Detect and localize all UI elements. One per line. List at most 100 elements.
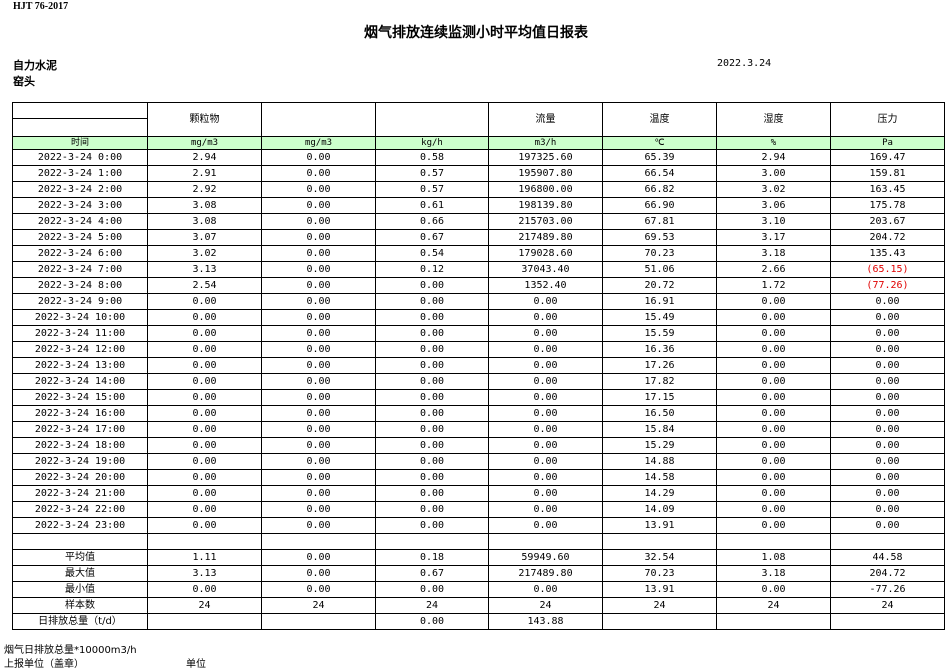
value-cell: 17.82 [602, 373, 717, 390]
value-cell: 0.00 [261, 341, 376, 358]
company-name: 自力水泥 [13, 59, 57, 72]
time-cell: 2022-3-24 10:00 [12, 309, 148, 326]
table-row: 2022-3-24 4:00 3.08 0.00 0.66 215703.00 67.81… [12, 213, 945, 230]
value-cell: 0.00 [830, 517, 945, 534]
value-cell: 1.72 [716, 277, 831, 294]
value-cell: 66.54 [602, 165, 717, 182]
stat-value-cell [147, 613, 262, 630]
time-cell: 2022-3-24 23:00 [12, 517, 148, 534]
value-cell: 0.66 [375, 213, 489, 230]
value-cell: 0.00 [261, 245, 376, 262]
value-cell: 0.00 [830, 421, 945, 438]
value-cell: 0.00 [488, 485, 603, 502]
header-row: 颗粒物 流量 温度 湿度 压力 [12, 102, 945, 137]
value-cell: 0.00 [830, 437, 945, 454]
value-cell: 0.61 [375, 197, 489, 214]
value-cell: 3.13 [147, 261, 262, 278]
value-cell: 0.57 [375, 165, 489, 182]
empty-cell [602, 533, 717, 550]
value-cell: 0.00 [830, 325, 945, 342]
value-cell: 14.29 [602, 485, 717, 502]
value-cell: 3.02 [716, 181, 831, 198]
stat-label-cell: 样本数 [12, 597, 148, 614]
value-cell: 0.00 [488, 437, 603, 454]
stat-value-cell: 204.72 [830, 565, 945, 582]
stat-value-cell: 24 [602, 597, 717, 614]
value-cell: 0.00 [261, 277, 376, 294]
value-cell: 0.00 [716, 517, 831, 534]
spacer-row [12, 533, 945, 550]
time-cell: 2022-3-24 4:00 [12, 213, 148, 230]
value-cell: 15.59 [602, 325, 717, 342]
empty-cell [375, 533, 489, 550]
value-cell: 0.00 [375, 293, 489, 310]
value-cell: 3.00 [716, 165, 831, 182]
header-cell [261, 102, 376, 137]
value-cell: 0.54 [375, 245, 489, 262]
value-cell: 0.00 [375, 437, 489, 454]
value-cell: 37043.40 [488, 261, 603, 278]
header-cell: 压力 [830, 102, 945, 137]
table-row: 2022-3-24 12:00 0.00 0.00 0.00 0.00 16.36 0.00… [12, 341, 945, 358]
corner-divider [13, 118, 147, 119]
stat-value-cell: 0.00 [716, 581, 831, 598]
page-title: 烟气排放连续监测小时平均值日报表 [364, 25, 588, 41]
value-cell: 0.00 [716, 405, 831, 422]
value-cell: 0.00 [830, 453, 945, 470]
header-cell: 湿度 [716, 102, 831, 137]
time-cell: 2022-3-24 16:00 [12, 405, 148, 422]
value-cell: 0.57 [375, 181, 489, 198]
time-cell: 2022-3-24 22:00 [12, 501, 148, 518]
table-row: 2022-3-24 9:00 0.00 0.00 0.00 0.00 16.91 0.00 0… [12, 293, 945, 310]
value-cell: 0.00 [830, 373, 945, 390]
table-row: 2022-3-24 3:00 3.08 0.00 0.61 198139.80 66.90… [12, 197, 945, 214]
value-cell: 0.00 [830, 341, 945, 358]
value-cell: 198139.80 [488, 197, 603, 214]
value-cell: 0.00 [488, 341, 603, 358]
value-cell: 0.00 [375, 405, 489, 422]
stat-value-cell: -77.26 [830, 581, 945, 598]
value-cell: 2.91 [147, 165, 262, 182]
value-cell: 0.12 [375, 261, 489, 278]
value-cell: 0.00 [147, 437, 262, 454]
value-cell: 0.00 [375, 277, 489, 294]
table-row: 2022-3-24 2:00 2.92 0.00 0.57 196800.00 66.82… [12, 181, 945, 198]
value-cell: 0.00 [488, 373, 603, 390]
value-cell: 0.00 [375, 357, 489, 374]
table-row: 2022-3-24 10:00 0.00 0.00 0.00 0.00 15.49 0.00… [12, 309, 945, 326]
value-cell: 0.00 [716, 421, 831, 438]
value-cell: 0.00 [261, 261, 376, 278]
table-row: 2022-3-24 0:00 2.94 0.00 0.58 197325.60 65.39… [12, 149, 945, 166]
header-cell: 流量 [488, 102, 603, 137]
stat-value-cell [716, 613, 831, 630]
value-cell: 0.00 [830, 389, 945, 406]
value-cell: 0.00 [147, 421, 262, 438]
value-cell: 175.78 [830, 197, 945, 214]
time-cell: 2022-3-24 19:00 [12, 453, 148, 470]
value-cell: 0.00 [375, 517, 489, 534]
unit-cell: m3/h [488, 136, 603, 150]
table-row: 2022-3-24 17:00 0.00 0.00 0.00 0.00 15.84 0.00… [12, 421, 945, 438]
empty-cell [261, 533, 376, 550]
time-cell: 2022-3-24 20:00 [12, 469, 148, 486]
table-row: 2022-3-24 13:00 0.00 0.00 0.00 0.00 17.26 0.00… [12, 357, 945, 374]
value-cell: 0.00 [488, 389, 603, 406]
value-cell: 0.00 [488, 357, 603, 374]
value-cell: 0.00 [261, 229, 376, 246]
stat-value-cell: 0.00 [261, 565, 376, 582]
value-cell: 0.00 [375, 453, 489, 470]
value-cell: 135.43 [830, 245, 945, 262]
value-cell: 0.00 [830, 293, 945, 310]
value-cell: 0.00 [716, 437, 831, 454]
value-cell: 0.00 [261, 309, 376, 326]
value-cell: 0.00 [375, 325, 489, 342]
value-cell: (77.26) [830, 277, 945, 294]
value-cell: 196800.00 [488, 181, 603, 198]
table-row: 2022-3-24 21:00 0.00 0.00 0.00 0.00 14.29 0.00… [12, 485, 945, 502]
value-cell: 15.49 [602, 309, 717, 326]
value-cell: 0.00 [261, 181, 376, 198]
value-cell: 0.00 [147, 517, 262, 534]
value-cell: 0.00 [261, 325, 376, 342]
stats-row: 最小值 0.00 0.00 0.00 0.00 13.91 0.00 -77.26 [12, 581, 945, 598]
stat-value-cell [261, 613, 376, 630]
